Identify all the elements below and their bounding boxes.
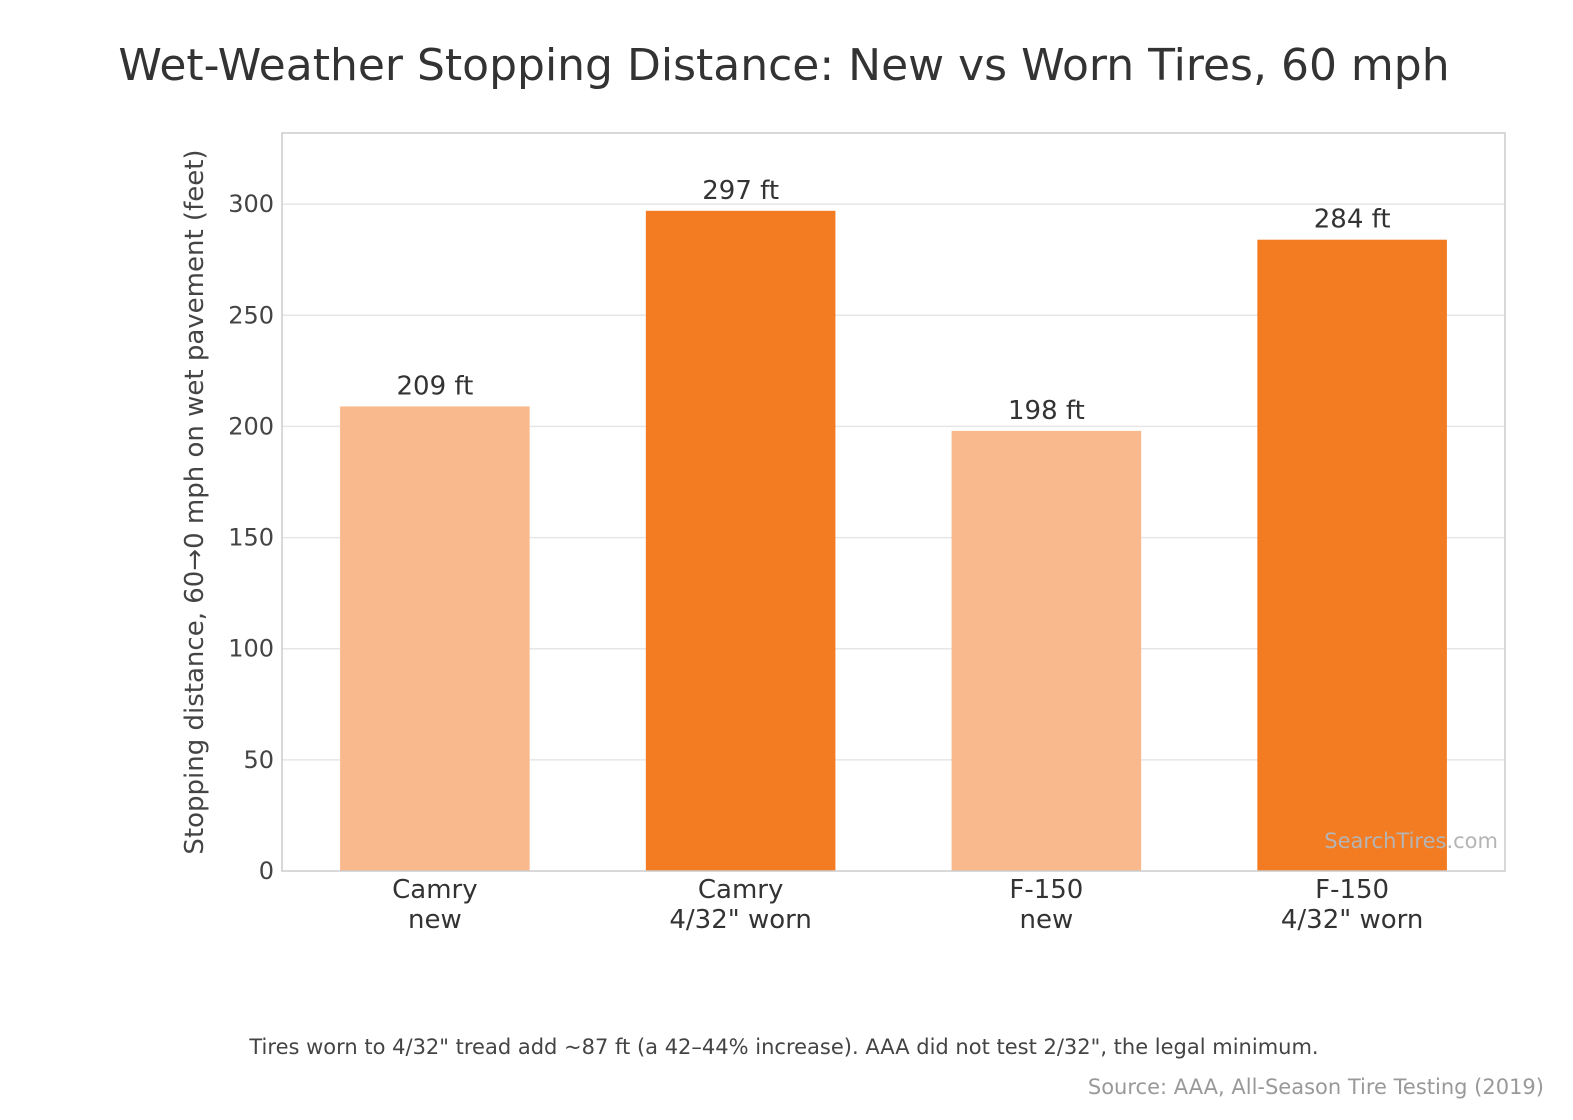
bar-1 [645, 210, 836, 871]
value-label-1: 297 ft [702, 176, 779, 206]
source-note: Source: AAA, All-Season Tire Testing (20… [1088, 1075, 1544, 1099]
bar-3 [1257, 239, 1447, 871]
x-tick-label-line: Camry [392, 875, 478, 905]
value-label-2: 198 ft [1008, 396, 1085, 426]
y-tick-label: 250 [228, 301, 274, 329]
y-axis-label: Stopping distance, 60→0 mph on wet pavem… [180, 149, 210, 854]
x-tick-label-line: F-150 [1009, 875, 1083, 905]
bar-2 [951, 430, 1142, 871]
footnote: Tires worn to 4/32" tread add ~87 ft (a … [248, 1035, 1318, 1059]
watermark: SearchTires.com [1324, 829, 1498, 853]
bar-0 [340, 406, 530, 871]
x-tick-label-0: Camry new [392, 875, 478, 935]
x-tick-label-line: Camry [698, 875, 784, 905]
x-tick-label-2: F-150 new [1009, 875, 1083, 935]
y-tick-label: 150 [228, 524, 274, 552]
x-tick-label-line: F-150 [1315, 875, 1389, 905]
value-label-3: 284 ft [1314, 205, 1391, 235]
x-tick-label-1: Camry 4/32" worn [669, 875, 812, 935]
x-tick-label-line: 4/32" worn [1281, 905, 1424, 935]
bars [340, 210, 1447, 871]
value-label-0: 209 ft [396, 371, 473, 401]
chart-title: Wet-Weather Stopping Distance: New vs Wo… [118, 40, 1449, 91]
y-tick-label: 0 [259, 857, 274, 885]
y-tick-label: 200 [228, 412, 274, 440]
y-axis-ticks: 0 50 100 150 200 250 300 [228, 190, 274, 885]
x-tick-label-line: 4/32" worn [669, 905, 812, 935]
plot-frame [281, 132, 1506, 872]
y-tick-label: 50 [243, 746, 274, 774]
x-tick-label-line: new [1020, 905, 1074, 935]
x-tick-label-line: new [408, 905, 462, 935]
y-tick-label: 100 [228, 635, 274, 663]
value-labels: 209 ft 297 ft 198 ft 284 ft [396, 176, 1390, 426]
x-tick-label-3: F-150 4/32" worn [1281, 875, 1424, 935]
y-tick-label: 300 [228, 190, 274, 218]
